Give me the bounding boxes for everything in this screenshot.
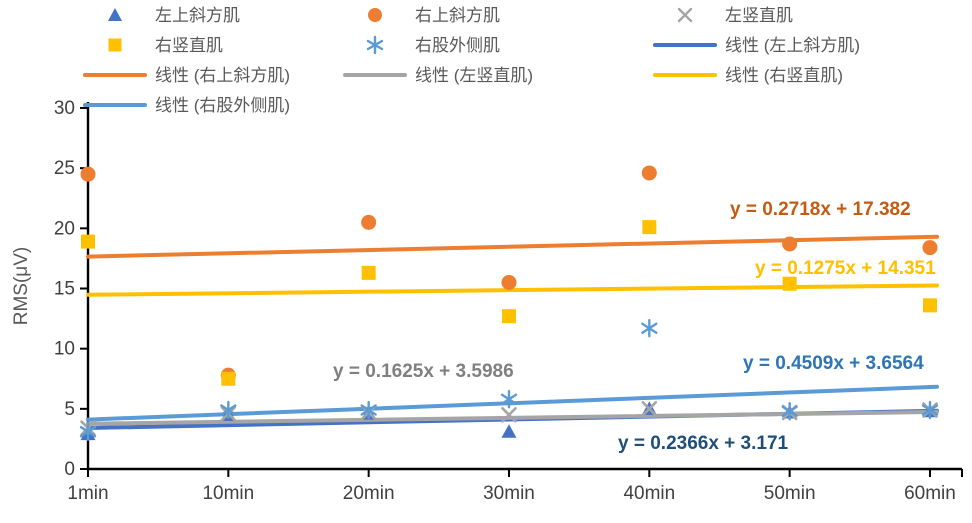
- legend-line-swatch: [645, 73, 725, 77]
- data-point-右股外侧肌: [220, 400, 237, 420]
- data-point-右竖直肌: [782, 276, 797, 291]
- legend-item-label: 线性 (右竖直肌): [725, 65, 844, 85]
- data-point-右上斜方肌: [922, 240, 938, 256]
- legend-item-label: 右股外侧肌: [415, 35, 500, 55]
- y-tick-label: 15: [54, 279, 75, 300]
- data-point-右竖直肌: [501, 309, 516, 324]
- y-tick-label: 25: [54, 158, 75, 179]
- y-tick-label: 10: [54, 339, 75, 360]
- legend-marker: [75, 35, 155, 55]
- y-tick-label: 0: [64, 459, 75, 480]
- legend-item: 左竖直肌: [645, 0, 955, 30]
- legend-item: 右股外侧肌: [335, 30, 645, 60]
- trendline-swatch-icon: [653, 43, 717, 47]
- asterisk-marker-icon: [366, 35, 384, 55]
- legend-item: 线性 (右竖直肌): [645, 60, 955, 90]
- data-point-左上斜方肌: [501, 424, 517, 438]
- trendline-swatch-icon: [83, 103, 147, 107]
- trendline-swatch-icon: [343, 73, 407, 77]
- legend-marker: [335, 5, 415, 25]
- triangle-marker-icon: [108, 8, 122, 21]
- data-point-右股外侧肌: [641, 319, 658, 338]
- legend-item-label: 线性 (右上斜方肌): [155, 65, 291, 85]
- legend-item-label: 左上斜方肌: [155, 5, 240, 25]
- trendline-equation-线性 (左竖直肌): y = 0.1625x + 3.5986: [333, 361, 514, 382]
- legend-line-swatch: [335, 73, 415, 77]
- legend-marker: [335, 35, 415, 55]
- data-point-右竖直肌: [922, 298, 937, 313]
- legend-item-label: 右竖直肌: [155, 35, 223, 55]
- legend-item: 线性 (左竖直肌): [335, 60, 645, 90]
- y-tick-label: 30: [54, 98, 75, 119]
- x-tick-label: 1min: [67, 483, 108, 504]
- legend-item-label: 左竖直肌: [725, 5, 793, 25]
- legend-item-label: 右上斜方肌: [415, 5, 500, 25]
- data-point-左竖直肌: [501, 407, 517, 423]
- data-point-右竖直肌: [361, 265, 376, 280]
- legend-item-label: 线性 (左上斜方肌): [725, 35, 861, 55]
- legend-item: 线性 (右上斜方肌): [75, 60, 335, 90]
- legend-item: 线性 (左上斜方肌): [645, 30, 955, 60]
- x-tick-label: 50min: [764, 483, 816, 504]
- trendline-equation-线性 (右上斜方肌): y = 0.2718x + 17.382: [730, 199, 911, 220]
- y-tick-label: 20: [54, 218, 75, 239]
- data-point-右股外侧肌: [500, 390, 518, 409]
- circle-marker-icon: [368, 8, 382, 22]
- data-point-右竖直肌: [81, 234, 95, 249]
- legend-item: 右竖直肌: [75, 30, 335, 60]
- trendline-swatch-icon: [653, 73, 717, 77]
- data-point-右上斜方肌: [641, 165, 657, 181]
- trendline-equation-线性 (右竖直肌): y = 0.1275x + 14.351: [755, 258, 936, 279]
- legend-item-label: 线性 (右股外侧肌): [155, 95, 291, 115]
- data-point-右竖直肌: [221, 371, 236, 386]
- data-point-左竖直肌: [641, 401, 658, 417]
- data-point-右股外侧肌: [79, 422, 97, 441]
- chart-legend: 左上斜方肌 右上斜方肌 左竖直肌右竖直肌 右股外侧肌 线性 (左上斜方肌) 线性 (右上斜…: [75, 0, 955, 120]
- legend-item: 右上斜方肌: [335, 0, 645, 30]
- legend-marker: [75, 5, 155, 25]
- square-marker-icon: [108, 38, 122, 52]
- data-point-右上斜方肌: [782, 236, 798, 252]
- y-axis-title: RMS(μV): [11, 247, 32, 326]
- legend-item: 左上斜方肌: [75, 0, 335, 30]
- x-tick-label: 60min: [904, 483, 956, 504]
- trendline-equation-线性 (右股外侧肌): y = 0.4509x + 3.6564: [743, 353, 924, 374]
- data-point-右竖直肌: [642, 220, 657, 235]
- x-tick-label: 30min: [483, 483, 535, 504]
- legend-marker: [645, 5, 725, 25]
- legend-line-swatch: [645, 43, 725, 47]
- x-tick-label: 10min: [202, 483, 254, 504]
- data-point-右股外侧肌: [921, 400, 939, 420]
- data-point-右股外侧肌: [781, 402, 798, 421]
- legend-line-swatch: [75, 103, 155, 107]
- legend-item: 线性 (右股外侧肌): [75, 90, 335, 120]
- trendline-equation-线性 (左上斜方肌): y = 0.2366x + 3.171: [618, 433, 789, 454]
- data-point-右上斜方肌: [361, 214, 377, 230]
- data-point-右上斜方肌: [501, 274, 517, 290]
- x-tick-label: 20min: [343, 483, 395, 504]
- y-tick-label: 5: [64, 399, 75, 420]
- legend-item-label: 线性 (左竖直肌): [415, 65, 534, 85]
- x-tick-label: 40min: [623, 483, 675, 504]
- data-point-右上斜方肌: [80, 166, 96, 182]
- trendline-swatch-icon: [83, 73, 147, 77]
- legend-line-swatch: [75, 73, 155, 77]
- trendline-线性 (右上斜方肌): [86, 234, 939, 259]
- data-point-右股外侧肌: [360, 400, 377, 420]
- x-marker-icon: [677, 7, 693, 23]
